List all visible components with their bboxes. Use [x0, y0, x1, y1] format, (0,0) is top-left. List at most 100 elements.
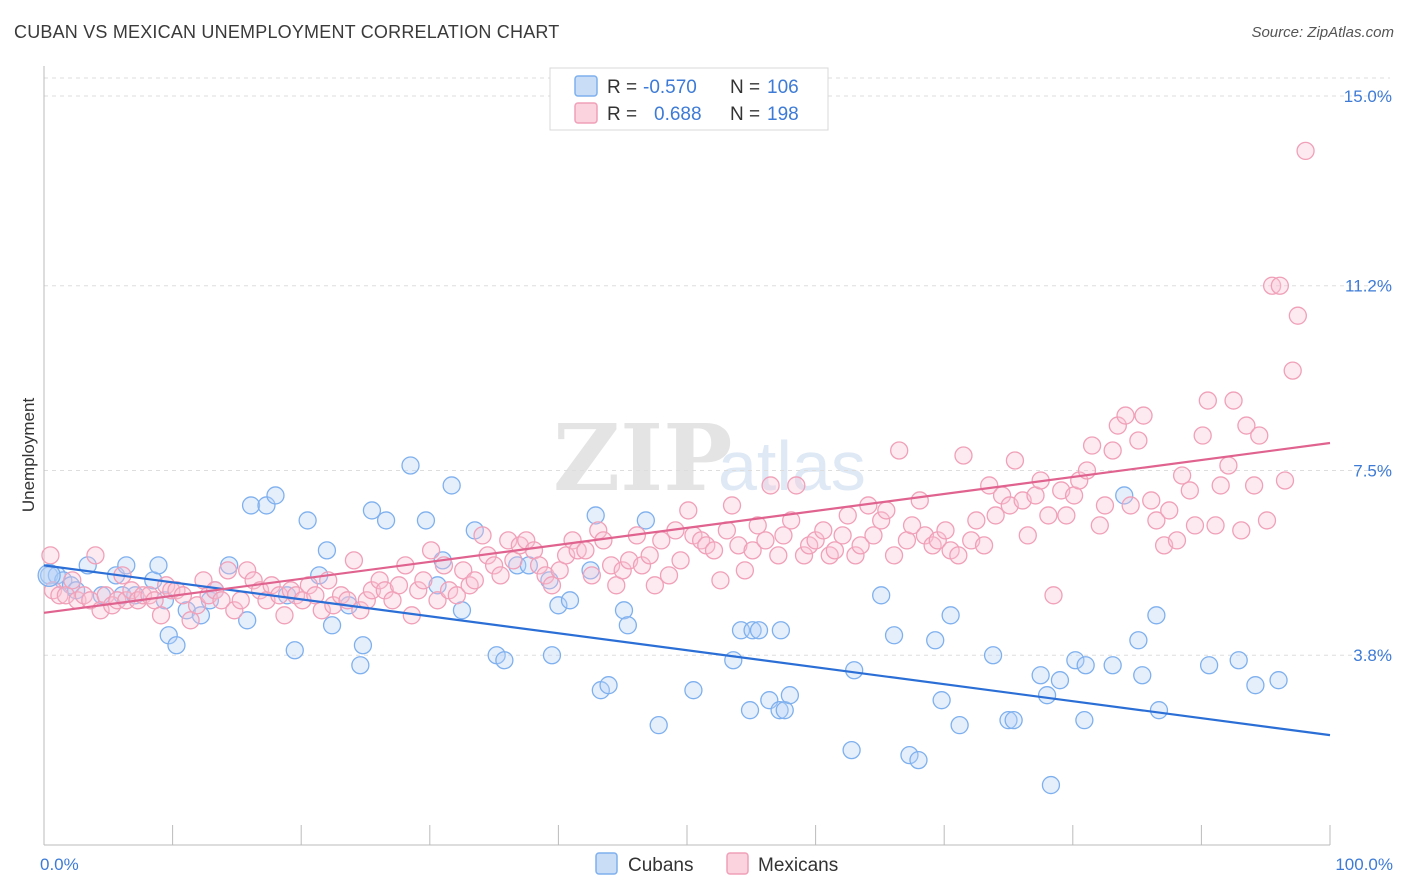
point-mexicans — [838, 506, 857, 525]
point-mexicans — [1147, 511, 1166, 530]
point-cubans — [983, 646, 1003, 665]
point-mexicans — [923, 536, 942, 555]
point-cubans — [926, 631, 945, 650]
bottom-legend-label-cubans: Cubans — [628, 855, 694, 876]
point-cubans — [932, 691, 951, 710]
point-mexicans — [212, 591, 231, 610]
point-cubans — [884, 626, 904, 645]
point-mexicans — [774, 526, 793, 545]
point-mexicans — [877, 501, 896, 520]
point-mexicans — [389, 576, 409, 595]
point-mexicans — [936, 521, 955, 540]
point-cubans — [749, 621, 769, 640]
point-cubans — [317, 541, 337, 560]
point-cubans — [586, 506, 605, 525]
chart-title: CUBAN VS MEXICAN UNEMPLOYMENT CORRELATIO… — [14, 22, 560, 42]
point-mexicans — [864, 526, 883, 545]
point-cubans — [159, 626, 178, 645]
point-mexicans — [1262, 276, 1282, 295]
point-mexicans — [447, 586, 466, 605]
point-mexicans — [218, 561, 238, 580]
point-mexicans — [806, 531, 825, 550]
point-cubans — [298, 511, 317, 530]
point-mexicans — [1224, 391, 1243, 410]
point-cubans — [177, 601, 196, 620]
point-cubans — [684, 681, 703, 700]
watermark-zip: ZIP — [553, 404, 732, 512]
point-cubans — [1129, 631, 1148, 650]
point-mexicans — [743, 541, 762, 560]
point-mexicans — [846, 546, 865, 565]
point-cubans — [351, 656, 370, 675]
point-cubans — [442, 476, 461, 495]
point-cubans — [1103, 656, 1122, 675]
point-mexicans — [833, 526, 852, 545]
point-mexicans — [872, 511, 891, 530]
point-mexicans — [122, 581, 141, 600]
point-mexicans — [576, 541, 595, 560]
point-cubans — [1246, 676, 1265, 695]
point-cubans — [724, 651, 743, 670]
point-mexicans — [645, 576, 664, 595]
point-cubans — [191, 606, 211, 625]
point-mexicans — [1103, 441, 1122, 460]
point-mexicans — [820, 546, 839, 565]
point-mexicans — [729, 536, 748, 555]
point-mexicans — [974, 536, 994, 555]
y-tick-label: 11.2% — [1345, 277, 1392, 296]
point-mexicans — [238, 561, 257, 580]
legend-r-value-mexicans: 0.688 — [654, 104, 702, 125]
point-mexicans — [1160, 501, 1179, 520]
point-cubans — [649, 716, 668, 735]
point-cubans — [618, 616, 637, 635]
point-cubans — [1149, 701, 1169, 720]
point-mexicans — [1244, 476, 1264, 495]
point-cubans — [1050, 671, 1070, 690]
point-cubans — [353, 636, 373, 655]
series-legend: Cubans Mexicans — [595, 852, 838, 876]
point-mexicans — [1193, 426, 1212, 445]
point-cubans — [1066, 651, 1085, 670]
point-mexicans — [1172, 466, 1192, 485]
legend-n-label-mexicans: N = — [730, 104, 760, 125]
point-mexicans — [769, 546, 788, 565]
data-points — [37, 141, 1315, 795]
y-tick-label: 7.5% — [1353, 461, 1392, 480]
bottom-legend-swatch-cubans — [595, 852, 618, 875]
legend-swatch-mexicans — [574, 102, 598, 124]
point-mexicans — [362, 581, 382, 600]
point-mexicans — [1167, 531, 1187, 550]
point-mexicans — [421, 541, 441, 560]
point-mexicans — [344, 551, 364, 570]
point-mexicans — [748, 516, 767, 535]
point-mexicans — [465, 571, 484, 590]
point-cubans — [401, 456, 420, 475]
point-cubans — [1133, 666, 1152, 685]
point-mexicans — [409, 581, 428, 600]
point-cubans — [842, 740, 861, 760]
point-mexicans — [1211, 476, 1230, 495]
point-mexicans — [542, 576, 562, 595]
point-mexicans — [1232, 521, 1251, 540]
point-mexicans — [225, 601, 244, 620]
point-mexicans — [536, 566, 555, 585]
point-cubans — [599, 676, 618, 695]
trend-lines — [43, 441, 1331, 737]
point-mexicans — [691, 531, 711, 550]
point-mexicans — [1095, 496, 1115, 515]
legend-r-label-cubans: R = — [607, 77, 637, 98]
bottom-legend-label-mexicans: Mexicans — [758, 855, 838, 876]
point-mexicans — [980, 476, 999, 495]
point-mexicans — [884, 546, 904, 565]
point-mexicans — [722, 496, 742, 515]
point-mexicans — [275, 606, 294, 625]
trend-line-cubans — [43, 564, 1331, 737]
point-mexicans — [499, 531, 518, 550]
point-cubans — [549, 596, 568, 615]
point-mexicans — [491, 566, 510, 585]
point-mexicans — [1108, 416, 1127, 435]
point-mexicans — [1237, 416, 1256, 435]
point-cubans — [1037, 686, 1057, 705]
point-mexicans — [954, 446, 973, 465]
